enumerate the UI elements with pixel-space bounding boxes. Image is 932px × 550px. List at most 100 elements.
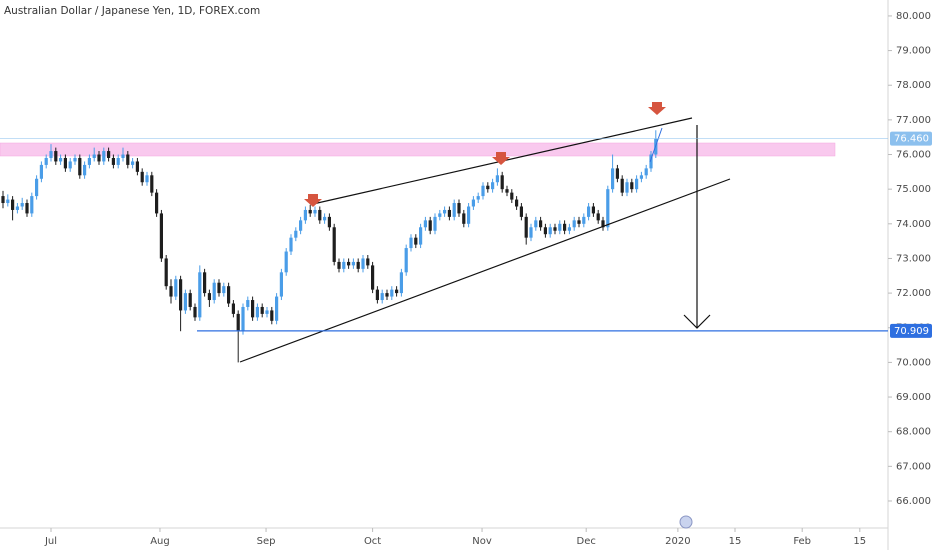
candle-body	[179, 279, 183, 311]
candle-body	[241, 306, 245, 332]
candle-body	[92, 154, 96, 158]
candle-body	[313, 209, 317, 214]
price-label: 70.909	[894, 326, 929, 337]
y-tick-label: 69.000	[896, 392, 931, 403]
candle-body	[635, 178, 639, 190]
candle-body	[193, 306, 197, 318]
candle-body	[260, 306, 264, 314]
y-tick-label: 67.000	[896, 461, 931, 472]
candle-body	[97, 154, 101, 162]
candle-body	[409, 237, 413, 249]
y-tick-label: 74.000	[896, 219, 931, 230]
candle-body	[83, 164, 87, 176]
candle-body	[303, 209, 307, 221]
x-tick-label: Sep	[257, 536, 276, 547]
candle-body	[159, 213, 163, 259]
candle-body	[198, 272, 202, 318]
candle-body	[567, 227, 571, 231]
candle-body	[135, 161, 139, 172]
y-tick-label: 76.000	[896, 150, 931, 161]
candle-body	[332, 227, 336, 262]
candle-body	[145, 175, 149, 183]
candle-body	[59, 157, 63, 162]
x-tick-label: 15	[729, 536, 742, 547]
candle-body	[500, 175, 504, 190]
x-tick-label: Aug	[150, 536, 170, 547]
candle-body	[212, 282, 216, 301]
candle-body	[323, 216, 327, 221]
candle-body	[275, 296, 279, 321]
candle-body	[265, 310, 269, 314]
candle-body	[284, 251, 288, 273]
candle-body	[342, 261, 346, 269]
event-icon[interactable]	[679, 515, 693, 529]
candle-body	[399, 272, 403, 294]
candle-body	[529, 227, 533, 238]
candle-body	[30, 196, 34, 214]
candle-body	[366, 258, 370, 266]
candle-body	[20, 203, 24, 207]
candle-body	[217, 282, 221, 294]
candle-body	[601, 220, 605, 228]
y-tick-label: 68.000	[896, 427, 931, 438]
price-label: 76.460	[894, 134, 929, 145]
candle-body	[121, 154, 125, 158]
candle-body	[107, 151, 111, 158]
candle-body	[611, 168, 615, 190]
candle-body	[375, 289, 379, 301]
candle-body	[625, 182, 629, 193]
candle-body	[116, 157, 120, 165]
peak-marker	[492, 152, 510, 165]
x-tick-label: Oct	[364, 536, 381, 547]
x-tick-label: Nov	[472, 536, 492, 547]
candle-body	[630, 182, 634, 190]
candle-body	[620, 178, 624, 193]
chart-title: Australian Dollar / Japanese Yen, 1D, FO…	[4, 5, 260, 17]
resistance-zone	[0, 142, 836, 157]
candle-body	[371, 265, 375, 290]
candle-body	[361, 258, 365, 269]
candle-body	[563, 223, 567, 231]
candle-body	[102, 151, 106, 162]
candle-body	[385, 293, 389, 297]
candle-body	[251, 300, 255, 318]
candle-body	[150, 175, 154, 193]
candle-body	[539, 220, 543, 228]
candle-body	[543, 227, 547, 235]
candle-body	[486, 185, 490, 190]
candle-body	[164, 258, 168, 287]
candle-body	[606, 189, 610, 228]
candle-body	[582, 216, 586, 224]
candle-body	[299, 220, 303, 231]
candle-body	[467, 206, 471, 224]
candle-body	[270, 310, 274, 321]
candle-body	[644, 168, 648, 176]
y-tick-label: 70.000	[896, 357, 931, 368]
plot	[1, 130, 658, 363]
candle-body	[447, 209, 451, 217]
y-tick-label: 66.000	[896, 496, 931, 507]
y-tick-label: 72.000	[896, 288, 931, 299]
candle-body	[246, 300, 250, 307]
x-tick-label: Feb	[793, 536, 811, 547]
candle-body	[227, 286, 231, 304]
x-tick-label: Jul	[44, 536, 57, 547]
candle-body	[524, 216, 528, 238]
candle-body	[78, 157, 82, 176]
candle-body	[87, 157, 91, 165]
candle-body	[73, 157, 77, 162]
candle-body	[318, 209, 322, 221]
candle-body	[6, 199, 10, 204]
candle-body	[433, 216, 437, 231]
candle-body	[404, 248, 408, 273]
candle-body	[203, 272, 207, 294]
candle-body	[351, 261, 355, 266]
candle-body	[11, 199, 15, 210]
candle-body	[596, 213, 600, 221]
candle-body	[649, 154, 653, 169]
candle-body	[457, 203, 461, 214]
candle-body	[510, 192, 514, 200]
candle-body	[327, 216, 331, 228]
candle-body	[222, 286, 226, 294]
